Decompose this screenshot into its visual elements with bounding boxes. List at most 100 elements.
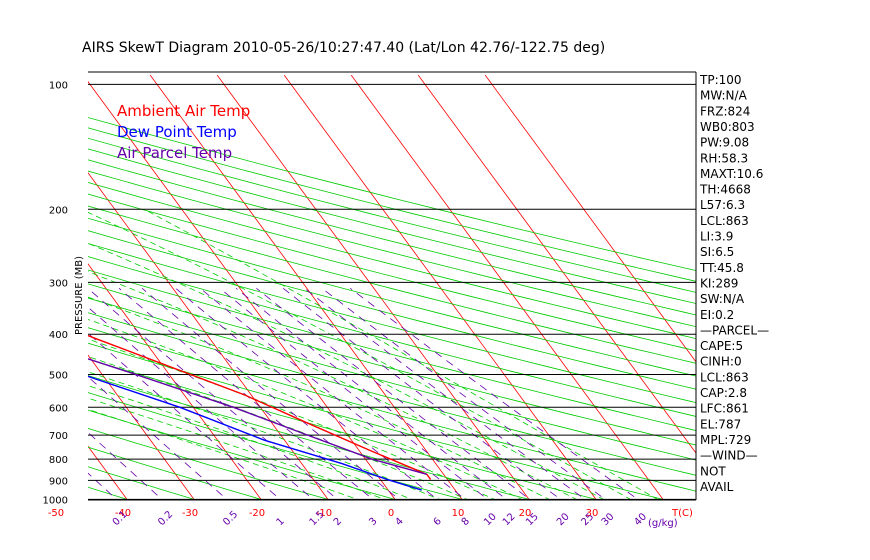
dry-adiabat bbox=[88, 217, 696, 377]
mixing-ratio-tick-label: 0.5 bbox=[221, 509, 240, 528]
stability-index-item: RH:58.3 bbox=[700, 151, 748, 165]
pressure-tick-label: 1000 bbox=[43, 495, 68, 506]
moist-adiabat bbox=[88, 338, 497, 500]
dry-adiabat bbox=[88, 392, 466, 500]
bottom-temp-tick-label: -10 bbox=[316, 508, 332, 519]
grid-clipped bbox=[88, 74, 696, 500]
stability-index-item: TP:100 bbox=[699, 73, 742, 87]
pressure-tick-label: 400 bbox=[49, 330, 68, 341]
legend-entry: Ambient Air Temp bbox=[117, 102, 250, 120]
moist-adiabat bbox=[88, 271, 579, 500]
dry-adiabat bbox=[88, 159, 696, 316]
legend-entry: Air Parcel Temp bbox=[117, 144, 232, 162]
dry-adiabat bbox=[88, 256, 696, 417]
pressure-tick-label: 500 bbox=[49, 370, 68, 381]
isotherm-line bbox=[88, 172, 329, 500]
dry-adiabat bbox=[88, 297, 696, 461]
stability-index-item: LCL:863 bbox=[700, 370, 749, 384]
mixing-ratio-tick-label: 20 bbox=[555, 511, 572, 528]
isotherm-line bbox=[350, 74, 664, 500]
moist-adiabat bbox=[88, 371, 443, 500]
dry-adiabat bbox=[88, 358, 600, 500]
dry-adiabat bbox=[88, 342, 668, 500]
dry-adiabat bbox=[88, 170, 696, 328]
dry-adiabat bbox=[88, 148, 696, 304]
bottom-temp-tick-label: -40 bbox=[115, 508, 131, 519]
mixing-ratio-tick-label: 0.2 bbox=[156, 509, 175, 528]
dry-adiabat bbox=[88, 243, 696, 404]
mixing-ratio-line bbox=[175, 287, 439, 500]
stability-index-item: FRZ:824 bbox=[700, 104, 750, 118]
stability-index-item: L57:6.3 bbox=[700, 198, 745, 212]
stability-index-item: EI:0.2 bbox=[700, 308, 734, 322]
stability-index-item: TT:45.8 bbox=[699, 261, 744, 275]
mixing-ratio-line bbox=[219, 287, 490, 500]
bottom-temp-tick-label: 0 bbox=[388, 508, 394, 519]
mixing-ratio-tick-label: 40 bbox=[632, 511, 649, 528]
mixing-ratio-line bbox=[350, 287, 640, 500]
isotherm-line bbox=[417, 74, 696, 454]
moist-adiabat bbox=[88, 385, 415, 500]
mixing-ratio-line bbox=[141, 287, 401, 500]
pressure-tick-label: 800 bbox=[49, 455, 68, 466]
dry-adiabat bbox=[88, 193, 696, 352]
dry-adiabat bbox=[88, 117, 696, 271]
moist-adiabat bbox=[88, 397, 388, 500]
stability-index-item: KI:289 bbox=[700, 276, 738, 290]
grid-layer bbox=[88, 74, 696, 500]
isotherm-line bbox=[88, 354, 195, 500]
moist-adiabat bbox=[88, 242, 606, 500]
pressure-tick-label: 600 bbox=[49, 403, 68, 414]
mixing-ratio-line bbox=[118, 287, 375, 500]
stability-index-item: MAXT:10.6 bbox=[700, 167, 763, 181]
mixing-ratio-line bbox=[256, 287, 532, 500]
dry-adiabat bbox=[88, 127, 696, 282]
stability-index-item: MW:N/A bbox=[700, 89, 748, 103]
stability-index-item: LCL:863 bbox=[700, 214, 749, 228]
y-axis-label: PRESSURE (MB) bbox=[74, 256, 85, 335]
stability-index-item: CAPE:5 bbox=[700, 339, 743, 353]
stability-index-item: NOT bbox=[700, 464, 726, 478]
mixing-ratio-tick-label: 6 bbox=[432, 516, 444, 528]
dry-adiabat bbox=[88, 181, 696, 340]
stability-index-item: PW:9.08 bbox=[700, 136, 749, 150]
mixing-ratio-tick-label: 4 bbox=[393, 516, 405, 528]
isotherm-line bbox=[88, 80, 396, 500]
stability-index-item: CINH:0 bbox=[700, 355, 742, 369]
bottom-temp-tick-label: -20 bbox=[249, 508, 265, 519]
bottom-temp-tick-label: 20 bbox=[519, 508, 532, 519]
stability-index-item: SW:N/A bbox=[700, 292, 745, 306]
mixing-ratio-line bbox=[88, 306, 315, 500]
series-line-ambient-air-temp bbox=[88, 334, 432, 480]
dry-adiabat bbox=[88, 375, 533, 500]
mixing-ratio-line bbox=[235, 287, 508, 500]
temperature-unit-label: T(C) bbox=[671, 508, 693, 519]
dry-adiabat bbox=[88, 427, 332, 500]
mixing-ratio-tick-label: 1 bbox=[275, 516, 287, 528]
moist-adiabat bbox=[88, 319, 524, 500]
mixing-ratio-tick-label: 12 bbox=[501, 511, 518, 528]
isotherm-line bbox=[88, 263, 262, 500]
mixing-ratio-line bbox=[304, 287, 587, 500]
dry-adiabat bbox=[88, 327, 696, 492]
dry-adiabat bbox=[88, 205, 696, 364]
axes-layer: 1002003004005006007008009001000-120-110-… bbox=[43, 71, 697, 529]
pressure-tick-label: 300 bbox=[49, 278, 68, 289]
isotherm-line bbox=[484, 74, 696, 363]
dry-adiabat bbox=[88, 446, 265, 500]
moist-adiabat bbox=[144, 208, 660, 500]
mixing-ratio-tick-label: 8 bbox=[460, 516, 472, 528]
mixing-ratio-tick-label: 2 bbox=[332, 516, 344, 528]
series-clipped bbox=[88, 334, 432, 491]
mixing-ratio-line bbox=[88, 332, 282, 500]
chart-title: AIRS SkewT Diagram 2010-05-26/10:27:47.4… bbox=[82, 40, 605, 56]
moist-adiabat bbox=[88, 356, 470, 500]
stability-index-item: LI:3.9 bbox=[700, 230, 733, 244]
legend: Ambient Air Temp Dew Point Temp Air Parcel… bbox=[117, 102, 250, 162]
mixing-ratio-line bbox=[282, 287, 563, 500]
pressure-tick-label: 900 bbox=[49, 476, 68, 487]
stability-index-item: MPL:729 bbox=[700, 433, 751, 447]
pressure-tick-label: 100 bbox=[49, 80, 68, 91]
stability-index-item: SI:6.5 bbox=[700, 245, 734, 259]
